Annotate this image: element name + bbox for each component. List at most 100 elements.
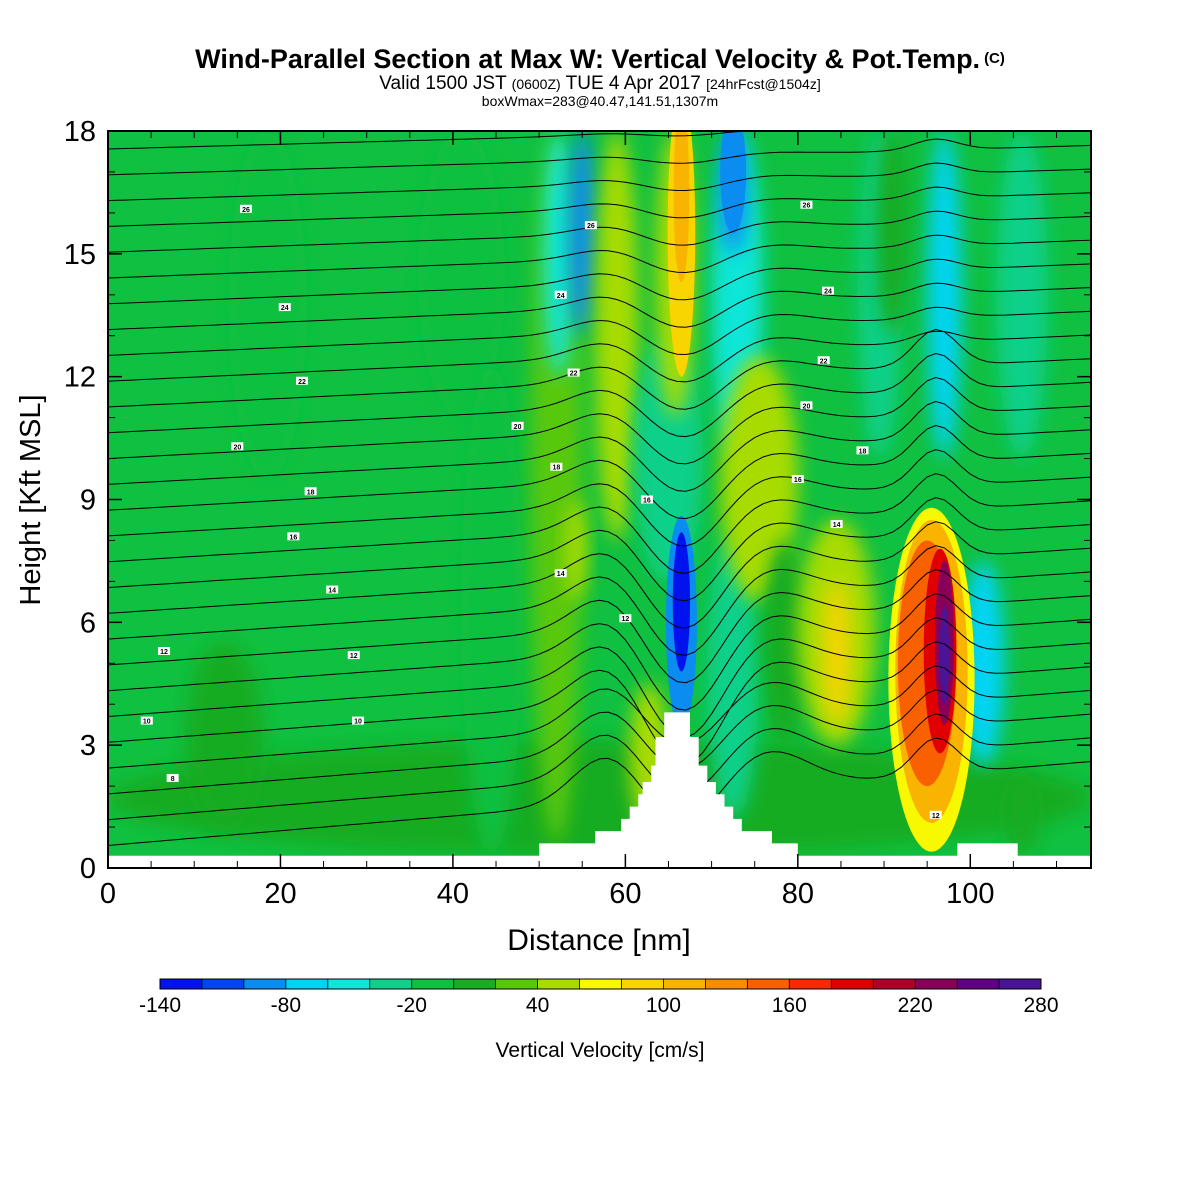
- theta-contour: [108, 330, 1091, 383]
- velocity-region: [707, 532, 760, 819]
- theta-contour: [108, 449, 1091, 547]
- y-tick-label: 9: [80, 485, 96, 517]
- contour-label: 10: [352, 716, 365, 726]
- colorbar-swatch: [621, 979, 664, 989]
- contour-label: 20: [800, 401, 813, 410]
- contour-label: 18: [550, 462, 563, 472]
- valid-time-line: Valid 1500 JST (0600Z) TUE 4 Apr 2017 [2…: [0, 74, 1200, 94]
- contour-label-box: [239, 204, 252, 213]
- colorbar-swatch: [160, 979, 203, 989]
- updraft-core-level: [939, 605, 950, 705]
- colorbar-tick-label: -80: [271, 994, 301, 1017]
- velocity-region: [823, 581, 850, 725]
- theta-contour: [108, 497, 1091, 602]
- colorbar-swatch: [201, 979, 245, 989]
- velocity-region: [1004, 773, 1040, 856]
- contour-label: 16: [287, 532, 300, 541]
- contour-label: 16: [640, 495, 653, 505]
- theta-contour: [108, 282, 1091, 331]
- colorbar: -140 -80 -20 40 100 160 220 280: [139, 978, 1059, 1017]
- contour-label-text: 14: [833, 522, 841, 529]
- contour-label: 14: [830, 520, 843, 529]
- contour-label-text: 14: [328, 588, 336, 595]
- velocity-region: [875, 131, 910, 336]
- contour-label-box: [584, 221, 597, 230]
- colorbar-swatch: [873, 979, 916, 989]
- contour-label-box: [326, 585, 339, 594]
- contour-label-box: [352, 716, 365, 725]
- colorbar-tick-label: 280: [1023, 994, 1058, 1017]
- box-max-info: boxWmax=283@40.47,141.51,1307m: [481, 93, 719, 109]
- contour-label-text: 10: [143, 719, 151, 726]
- contour-label-box: [550, 462, 563, 471]
- theta-contour: [108, 737, 1091, 846]
- valid-date: TUE 4 Apr 2017: [565, 73, 701, 94]
- contour-label-box: [511, 421, 524, 430]
- velocity-region: [185, 642, 264, 828]
- colorbar-swatch: [915, 979, 958, 989]
- contour-label-text: 26: [242, 207, 250, 214]
- y-tick-label: 3: [80, 730, 96, 762]
- contour-label-box: [554, 569, 567, 578]
- contour-label: 14: [326, 585, 339, 595]
- chart-title-text: Wind-Parallel Section at Max W: Vertical…: [195, 44, 981, 74]
- theta-contour: [108, 545, 1091, 656]
- contour-label-box: [140, 716, 153, 725]
- x-tick-label: 20: [264, 878, 296, 910]
- contour-label-box: [929, 810, 942, 819]
- contour-label-text: 26: [587, 223, 595, 230]
- velocity-region: [720, 356, 798, 602]
- theta-contour: [108, 689, 1091, 795]
- theta-contour: [108, 234, 1091, 279]
- theta-contour: [108, 138, 1091, 176]
- contour-label-box: [830, 520, 843, 529]
- contour-label-text: 12: [932, 813, 940, 820]
- theta-contour: [108, 617, 1091, 738]
- contour-label-box: [296, 376, 309, 385]
- contour-label: 26: [239, 204, 252, 214]
- theta-contour: [108, 352, 1091, 438]
- x-tick-label: 40: [437, 878, 469, 910]
- contour-label: 16: [791, 475, 804, 484]
- contour-label-text: 20: [514, 424, 522, 431]
- contour-label: 24: [278, 303, 291, 312]
- theta-contour: [108, 593, 1091, 711]
- velocity-region: [996, 131, 1048, 459]
- contour-label: 12: [929, 810, 942, 820]
- contour-label-text: 22: [298, 379, 306, 386]
- velocity-region: [633, 335, 703, 582]
- contour-label-text: 22: [570, 371, 578, 378]
- velocity-region: [927, 131, 962, 459]
- contour-label: 10: [140, 716, 153, 726]
- colorbar-swatch: [999, 979, 1042, 989]
- terrain-mask: [108, 712, 1091, 868]
- contour-label: 12: [158, 646, 171, 656]
- valid-local-time: Valid 1500 JST: [379, 73, 507, 94]
- contour-label-box: [567, 368, 580, 377]
- theta-contour: [108, 400, 1091, 492]
- downdraft-core-level: [672, 532, 691, 672]
- contour-label-text: 20: [803, 403, 811, 410]
- upper-updraft-level: [673, 131, 690, 283]
- contour-label-text: 18: [307, 489, 315, 496]
- y-tick-label: 0: [80, 853, 96, 885]
- contour-label-box: [619, 614, 632, 623]
- theta-contour: [108, 569, 1091, 684]
- contour-labels: 26 26 26 24 24 24 22 22 22 20 20 20 18 18 18 16 16 16 14 14…: [140, 200, 942, 820]
- vertical-velocity-field: [108, 131, 1091, 868]
- contour-label-text: 12: [621, 616, 629, 623]
- contour-label: 22: [567, 368, 580, 378]
- contour-label-box: [856, 446, 869, 455]
- contour-label: 8: [166, 773, 179, 783]
- velocity-region: [595, 131, 639, 541]
- y-tick-label: 18: [64, 116, 96, 148]
- contour-label-text: 16: [794, 477, 802, 484]
- contour-label-text: 20: [233, 444, 241, 451]
- velocity-region: [565, 499, 587, 602]
- chart-title: Wind-Parallel Section at Max W: Vertical…: [0, 44, 1200, 74]
- colorbar-tick-label: 160: [772, 994, 807, 1017]
- contour-label: 22: [817, 356, 830, 365]
- theta-contour: [108, 473, 1091, 574]
- velocity-region: [569, 131, 596, 336]
